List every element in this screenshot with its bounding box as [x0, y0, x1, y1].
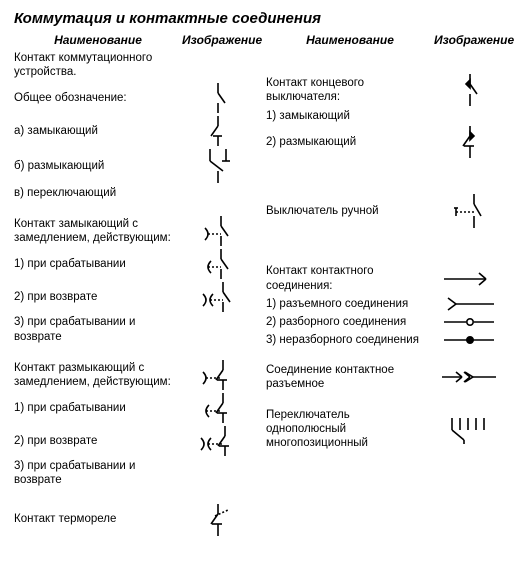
label: Переключатель однополюсный многопозицион… [266, 408, 434, 451]
symbol-terminal-solid [434, 333, 506, 347]
label: в) переключающий [14, 186, 182, 200]
symbol-limit-no [434, 74, 506, 106]
label: Контакт контактного соединения: [266, 264, 434, 293]
row-r2: Выключатель ручной [266, 194, 506, 228]
label: 1) при срабатывании [14, 257, 182, 271]
label: 3) при срабатывании и возврате [14, 459, 182, 488]
label: Контакт замыкающий с замедлением, действ… [14, 217, 182, 246]
col-header-image: Изображение [182, 33, 254, 47]
row-r4: Соединение контактное разъемное [266, 363, 506, 392]
row-l1-t1: Общее обозначение: [14, 83, 254, 113]
symbol-no-delay-op [182, 216, 254, 246]
symbol-multi-position-switch [434, 414, 506, 444]
row-r1-b: 2) размыкающий [266, 126, 506, 158]
symbol-nc-delay-ret [182, 393, 254, 423]
row-l4: Контакт термореле [14, 504, 254, 536]
col-header-image: Изображение [434, 33, 506, 47]
label: Контакт термореле [14, 512, 182, 526]
label: 2) разборного соединения [266, 315, 434, 329]
right-header: Наименование Изображение [266, 33, 506, 47]
symbol-nc-delay-both [182, 426, 254, 456]
row-l2-c: 3) при срабатывании и возврате [14, 315, 254, 344]
symbol-connector-socket [434, 296, 506, 312]
symbol-plug-socket-pair [434, 369, 506, 385]
symbol-manual-switch [434, 194, 506, 228]
symbol-thermal-relay [182, 504, 254, 536]
label: б) размыкающий [14, 159, 182, 173]
row-l3-b: 2) при возврате [14, 426, 254, 456]
row-l1-b: б) размыкающий [14, 149, 254, 183]
label: 3) при срабатывании и возврате [14, 315, 182, 344]
row-r3-b: 2) разборного соединения [266, 315, 506, 329]
row-r1-t0: Контакт концевого выключателя: [266, 74, 506, 106]
label: Контакт концевого выключателя: [266, 76, 434, 105]
left-column: Наименование Изображение Контакт коммута… [14, 33, 254, 539]
label: Контакт коммутационного устройства. [14, 51, 182, 80]
col-header-name: Наименование [14, 33, 182, 47]
row-l2-b: 2) при возврате [14, 282, 254, 312]
row-r5: Переключатель однополюсный многопозицион… [266, 408, 506, 451]
row-r1-a: 1) замыкающий [266, 109, 506, 123]
row-l3-t0: Контакт размыкающий с замедлением, дейст… [14, 360, 254, 390]
symbol-terminal-open [434, 315, 506, 329]
symbol-changeover [182, 149, 254, 183]
symbol-connector-plug [434, 271, 506, 287]
symbol-nc-contact [182, 116, 254, 146]
right-column: Наименование Изображение Контакт концево… [266, 33, 506, 539]
symbol-no-contact [182, 83, 254, 113]
label: Общее обозначение: [14, 91, 182, 105]
label: 2) размыкающий [266, 135, 434, 149]
left-header: Наименование Изображение [14, 33, 254, 47]
label: Соединение контактное разъемное [266, 363, 434, 392]
label: 2) при возврате [14, 434, 182, 448]
symbol-nc-delay-op [182, 360, 254, 390]
col-header-name: Наименование [266, 33, 434, 47]
label: Выключатель ручной [266, 204, 434, 218]
symbol-no-delay-both [182, 282, 254, 312]
label: 2) при возврате [14, 290, 182, 304]
label: 3) неразборного соединения [266, 333, 434, 347]
columns: Наименование Изображение Контакт коммута… [14, 33, 506, 539]
row-l1-c: в) переключающий [14, 186, 254, 200]
row-r3-t0: Контакт контактного соединения: [266, 264, 506, 293]
symbol-limit-nc [434, 126, 506, 158]
label: 1) замыкающий [266, 109, 434, 123]
label: а) замыкающий [14, 124, 182, 138]
label: 1) при срабатывании [14, 401, 182, 415]
label: 1) разъемного соединения [266, 297, 434, 311]
label: Контакт размыкающий с замедлением, дейст… [14, 361, 182, 390]
row-r3-c: 3) неразборного соединения [266, 333, 506, 347]
row-l1-t0: Контакт коммутационного устройства. [14, 51, 254, 80]
row-l3-c: 3) при срабатывании и возврате [14, 459, 254, 488]
row-l1-a: а) замыкающий [14, 116, 254, 146]
row-r3-a: 1) разъемного соединения [266, 296, 506, 312]
row-l3-a: 1) при срабатывании [14, 393, 254, 423]
row-l2-t0: Контакт замыкающий с замедлением, действ… [14, 216, 254, 246]
symbol-no-delay-ret [182, 249, 254, 279]
page-title: Коммутация и контактные соединения [14, 10, 506, 27]
row-l2-a: 1) при срабатывании [14, 249, 254, 279]
